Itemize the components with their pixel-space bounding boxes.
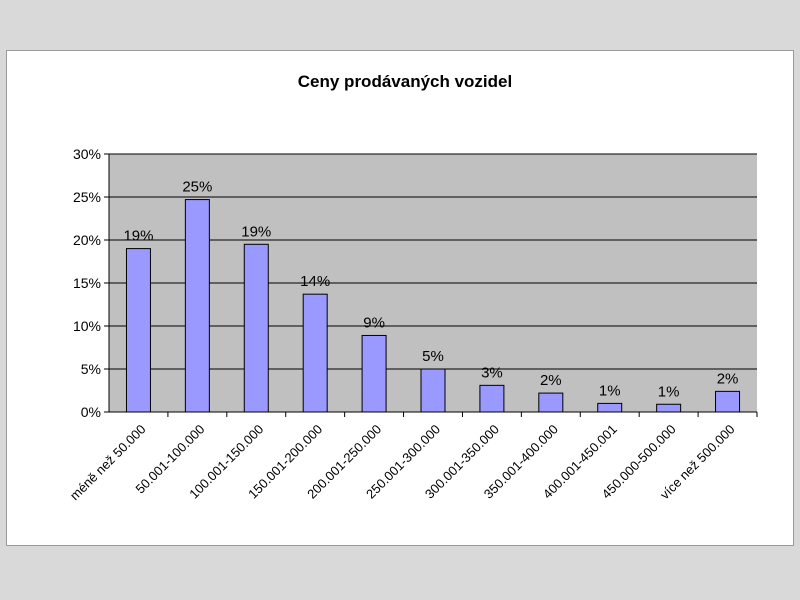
- bar: [538, 392, 564, 413]
- chart-frame: Ceny prodávaných vozidel 0% 5% 10% 15% 20% 25…: [6, 50, 794, 546]
- data-label: 9%: [363, 314, 385, 331]
- data-label: 19%: [241, 223, 271, 240]
- x-axis-categories: méně než 50.00050.001-100.000100.001-150…: [67, 422, 738, 504]
- bar: [715, 390, 741, 413]
- bar: [656, 403, 682, 413]
- y-tick-label: 15%: [73, 275, 101, 291]
- bar: [302, 293, 328, 413]
- gridlines: [109, 153, 757, 370]
- bar: [597, 402, 623, 413]
- bar: [479, 384, 505, 413]
- data-label: 25%: [182, 179, 212, 196]
- axes: [108, 154, 758, 417]
- bar: [361, 334, 387, 413]
- y-tick-label: 10%: [73, 318, 101, 334]
- y-tick-label: 30%: [73, 146, 101, 162]
- data-label: 2%: [540, 372, 562, 389]
- chart-title: Ceny prodávaných vozidel: [298, 72, 512, 91]
- y-axis-ticks: 0% 5% 10% 15% 20% 25% 30%: [73, 146, 109, 420]
- bar-chart: Ceny prodávaných vozidel 0% 5% 10% 15% 20% 25…: [67, 72, 758, 504]
- data-label: 5%: [422, 348, 444, 365]
- data-label: 19%: [123, 228, 153, 245]
- bars: [125, 199, 741, 413]
- bar: [420, 368, 446, 413]
- data-label: 2%: [717, 370, 739, 387]
- y-tick-label: 25%: [73, 189, 101, 205]
- data-label: 3%: [481, 364, 503, 381]
- bar: [243, 243, 269, 413]
- bar: [125, 248, 151, 413]
- data-label: 1%: [658, 383, 680, 400]
- data-label: 14%: [300, 273, 330, 290]
- bar: [184, 199, 210, 413]
- data-label: 1%: [599, 382, 621, 399]
- y-tick-label: 0%: [81, 404, 101, 420]
- data-labels: 19% 25% 19% 14% 9% 5% 3% 2% 1% 1% 2%: [123, 179, 738, 401]
- y-tick-label: 20%: [73, 232, 101, 248]
- y-tick-label: 5%: [81, 361, 101, 377]
